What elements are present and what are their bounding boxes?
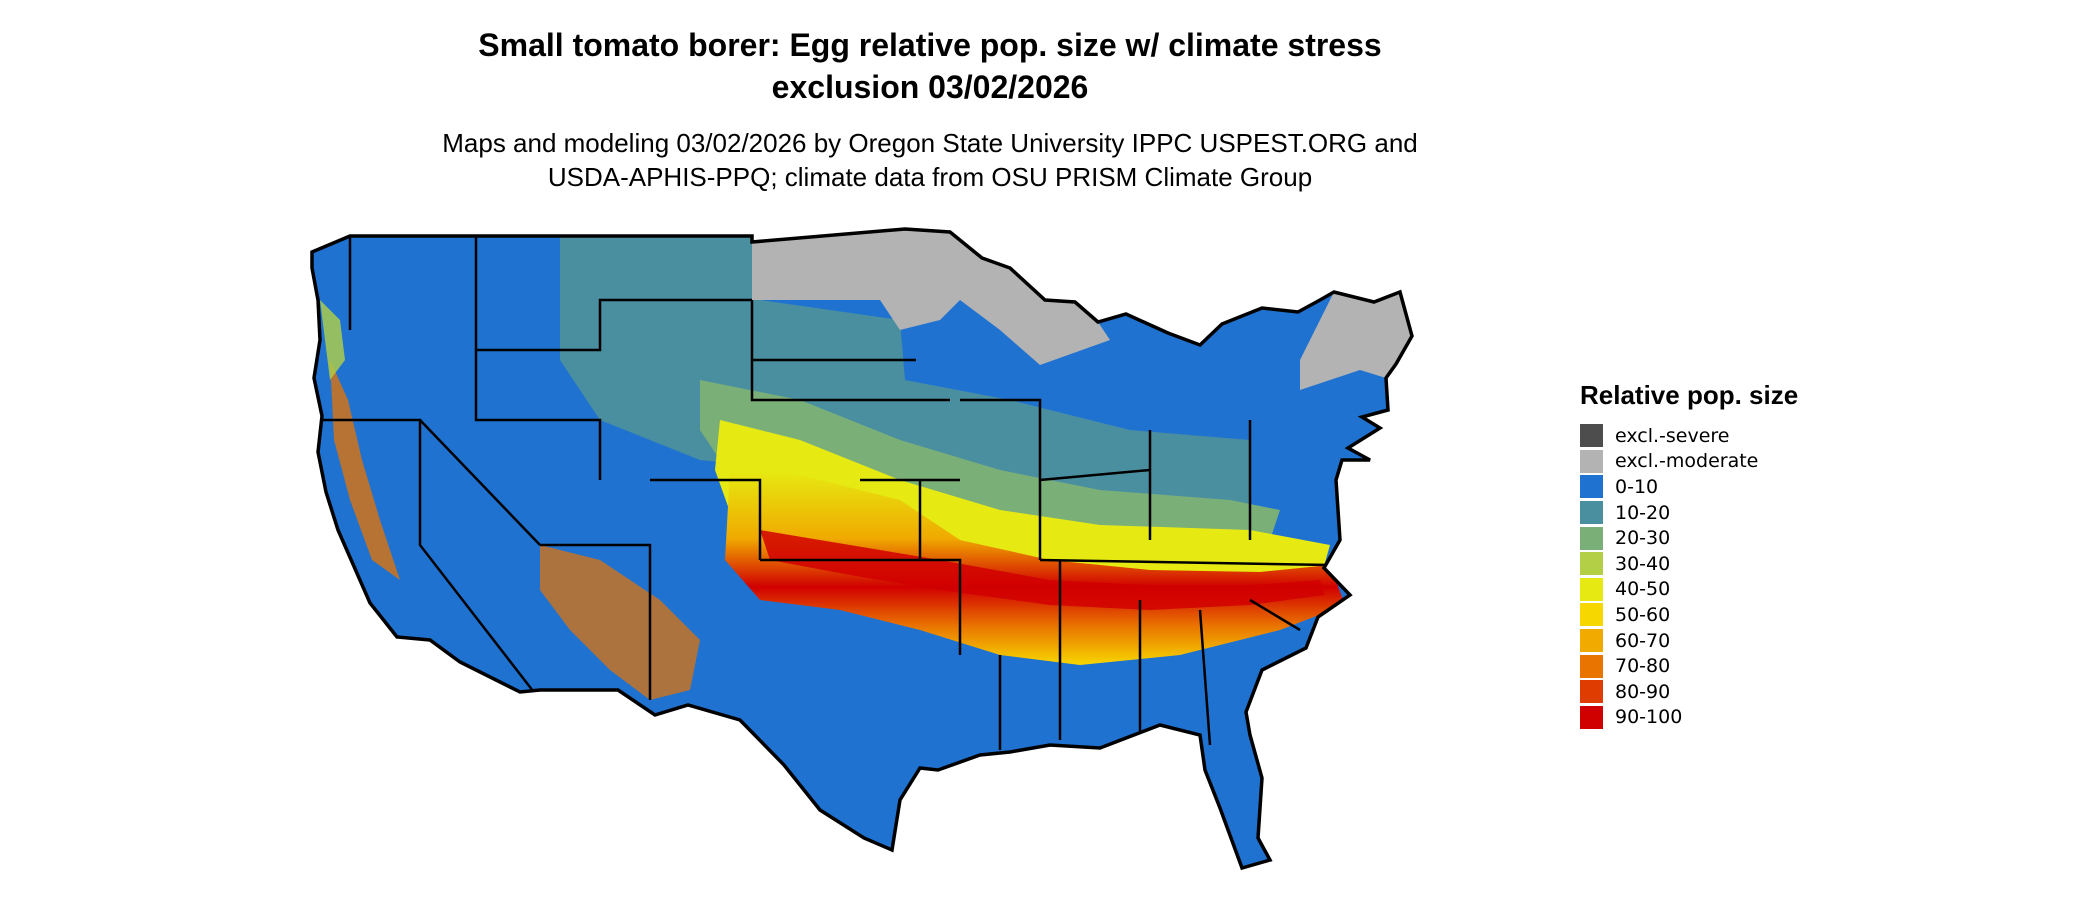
zone-hot-band: [725, 470, 1345, 665]
legend-item: 20-30: [1580, 525, 1798, 551]
legend-swatch: [1580, 705, 1603, 729]
legend-item: 40-50: [1580, 577, 1798, 603]
map-subtitle-line2: USDA-APHIS-PPQ; climate data from OSU PR…: [547, 162, 1313, 192]
legend-label: 20-30: [1615, 527, 1671, 550]
legend-swatch: [1580, 629, 1603, 653]
legend-label: 50-60: [1615, 603, 1671, 626]
zone-excl-moderate-ne: [1300, 292, 1412, 390]
legend-label: 80-90: [1615, 680, 1671, 703]
legend-swatch: [1580, 501, 1603, 525]
map-title-line2: exclusion 03/02/2026: [771, 69, 1089, 105]
legend-label: 60-70: [1615, 629, 1671, 652]
legend-swatch: [1580, 552, 1603, 576]
legend-label: 70-80: [1615, 655, 1671, 678]
legend-swatch: [1580, 577, 1603, 601]
legend-label: excl.-moderate: [1615, 450, 1759, 473]
legend-items: excl.-severe excl.-moderate 0-10 10-20 20-30…: [1580, 423, 1798, 730]
legend: Relative pop. size excl.-severe excl.-mod…: [1580, 380, 1798, 730]
legend-item: 70-80: [1580, 653, 1798, 679]
legend-item: excl.-moderate: [1580, 449, 1798, 475]
us-map: [310, 227, 1414, 870]
legend-item: 0-10: [1580, 474, 1798, 500]
map-title-line1: Small tomato borer: Egg relative pop. si…: [478, 27, 1382, 63]
zone-90-100: [760, 530, 1325, 610]
legend-swatch: [1580, 424, 1603, 448]
legend-swatch: [1580, 449, 1603, 473]
legend-item: excl.-severe: [1580, 423, 1798, 449]
map-subtitle-line1: Maps and modeling 03/02/2026 by Oregon S…: [442, 128, 1418, 158]
legend-item: 30-40: [1580, 551, 1798, 577]
legend-swatch: [1580, 654, 1603, 678]
legend-item: 90-100: [1580, 705, 1798, 731]
zone-southwest: [540, 545, 700, 700]
legend-label: 40-50: [1615, 578, 1671, 601]
state-borders: [320, 236, 1331, 750]
legend-item: 60-70: [1580, 628, 1798, 654]
legend-item: 10-20: [1580, 500, 1798, 526]
zone-excl-moderate: [752, 229, 1110, 365]
legend-swatch: [1580, 680, 1603, 704]
legend-label: 90-100: [1615, 706, 1683, 729]
legend-title: Relative pop. size: [1580, 380, 1799, 410]
legend-label: excl.-severe: [1615, 424, 1730, 447]
legend-swatch: [1580, 526, 1603, 550]
legend-swatch: [1580, 603, 1603, 627]
title-block: Small tomato borer: Egg relative pop. si…: [0, 24, 1860, 194]
legend-item: 80-90: [1580, 679, 1798, 705]
legend-item: 50-60: [1580, 602, 1798, 628]
legend-label: 0-10: [1615, 475, 1659, 498]
zone-west-coast: [320, 300, 345, 380]
raster-fill: [312, 229, 1412, 868]
legend-swatch: [1580, 475, 1603, 499]
legend-label: 30-40: [1615, 552, 1671, 575]
zone-california: [330, 360, 400, 580]
legend-label: 10-20: [1615, 501, 1671, 524]
